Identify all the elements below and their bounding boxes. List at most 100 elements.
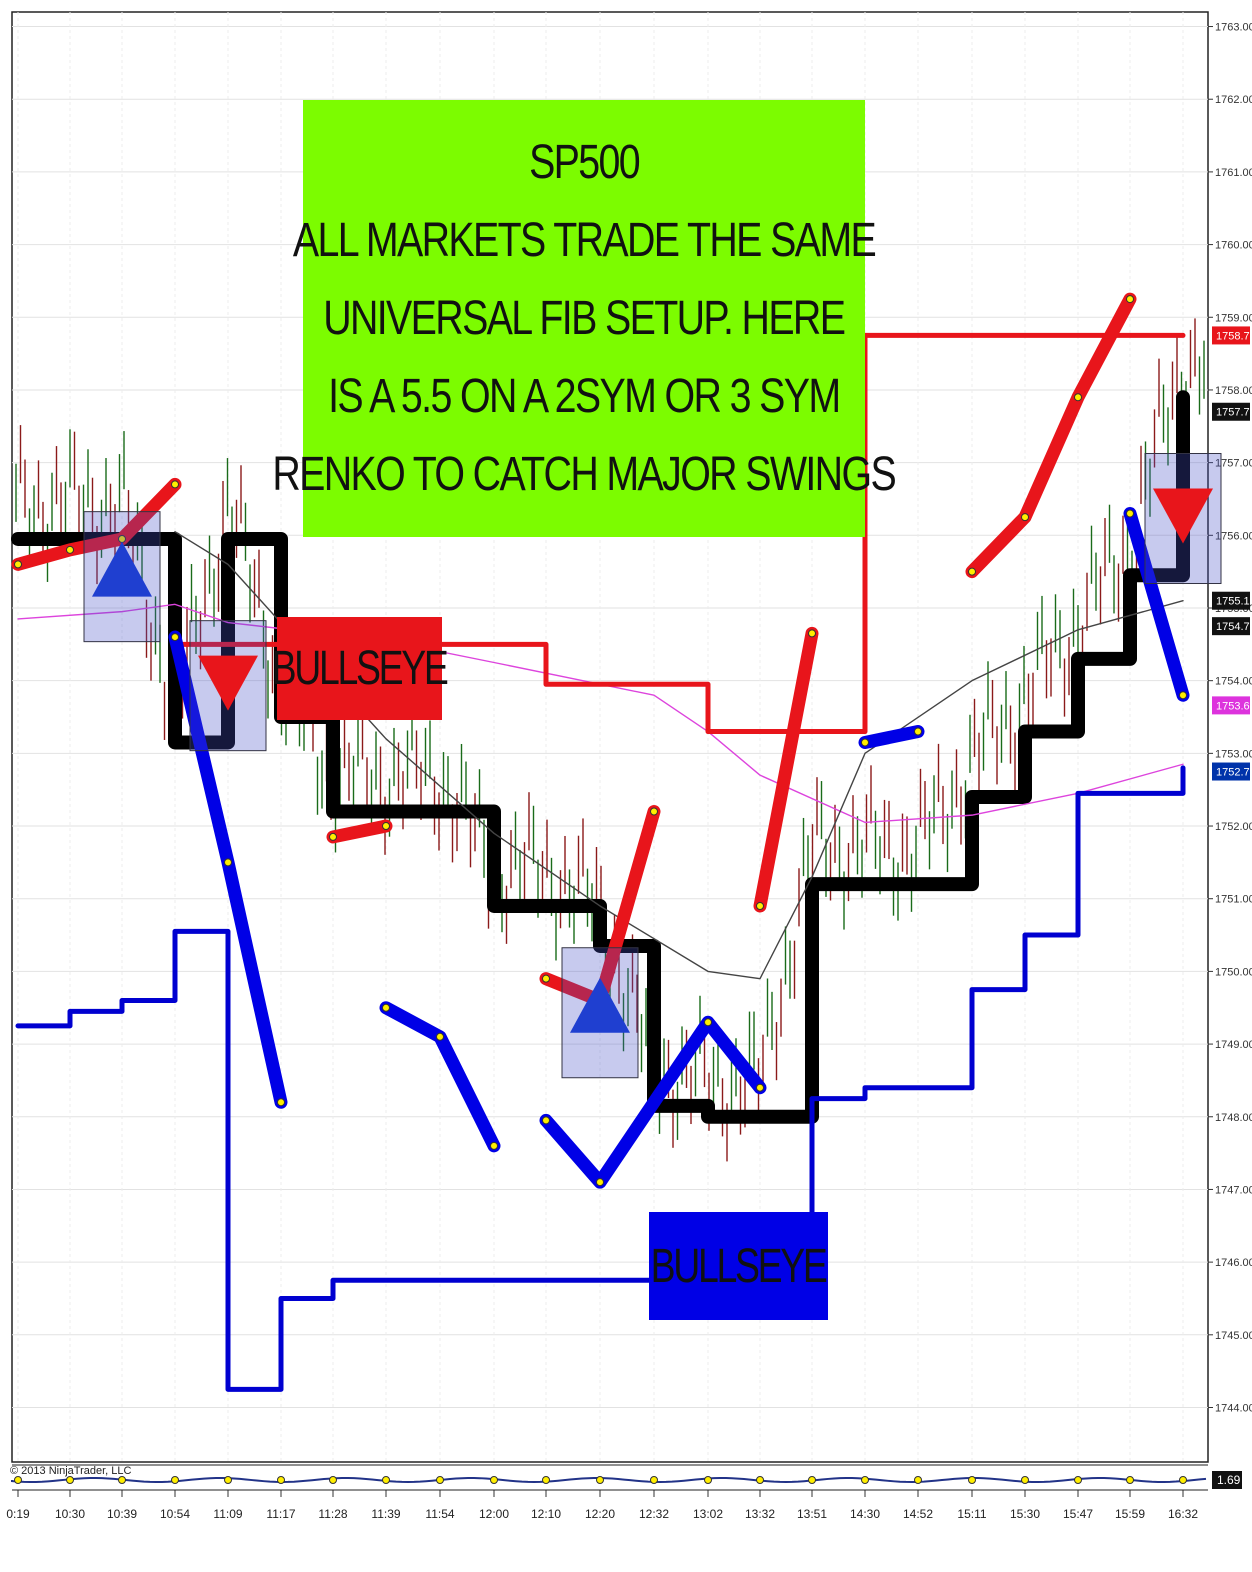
time-label: 12:32 xyxy=(639,1507,669,1521)
bullseye-blue-label: BULLSEYE xyxy=(649,1212,828,1320)
price-tick-label: 1758.00 xyxy=(1215,385,1252,397)
price-tag-label: 1754.75 xyxy=(1216,621,1252,633)
price-tag-box xyxy=(1212,326,1250,345)
buy-signal-triangle xyxy=(570,977,630,1033)
price-tick-label: 1751.00 xyxy=(1215,894,1252,906)
indicator-dot xyxy=(968,1476,976,1484)
copyright-text: © 2013 NinjaTrader, LLC xyxy=(10,1465,132,1477)
sell-signal-triangle xyxy=(1153,488,1213,544)
indicator-dot xyxy=(490,1476,498,1484)
chart-grid xyxy=(11,11,1209,1463)
price-tick-label: 1750.00 xyxy=(1215,966,1252,978)
swing-point xyxy=(277,1098,285,1107)
swing-point xyxy=(968,567,976,576)
swing-point xyxy=(66,545,74,554)
swing-point xyxy=(171,480,179,489)
indicator-dot xyxy=(542,1476,550,1484)
series-line-0 xyxy=(11,390,1190,1124)
indicator-dot xyxy=(914,1476,922,1484)
price-tick-label: 1744.00 xyxy=(1215,1402,1252,1414)
price-tick-label: 1757.00 xyxy=(1215,458,1252,470)
indicator-panel: 1.69 xyxy=(11,1464,1242,1491)
swing-point xyxy=(1074,393,1082,402)
time-label: 13:32 xyxy=(745,1507,775,1521)
price-tags: 1758.75 1757.70 1755.10 1754.75 1753.66 1752.… xyxy=(1212,326,1252,781)
annotation-line-3: UNIVERSAL FIB SETUP. HERE xyxy=(323,291,846,345)
time-label: 15:47 xyxy=(1063,1507,1093,1521)
swing-point xyxy=(650,807,658,816)
bullseye-red-label: BULLSEYE xyxy=(272,617,449,720)
time-label: 11:39 xyxy=(371,1507,400,1521)
time-label: 14:52 xyxy=(903,1507,933,1521)
annotation-line-2: ALL MARKETS TRADE THE SAME xyxy=(292,213,877,267)
indicator-dot xyxy=(224,1476,232,1484)
time-label: 15:11 xyxy=(957,1507,986,1521)
indicator-dot xyxy=(596,1476,604,1484)
price-axis: 1763.00 1762.00 1761.00 1760.00 1759.00 1758.… xyxy=(1208,22,1252,1414)
time-label: 10:54 xyxy=(160,1507,190,1521)
swing-point xyxy=(436,1032,444,1041)
swing-point xyxy=(1021,513,1029,522)
swing-point xyxy=(329,832,337,841)
swing-point xyxy=(704,1018,712,1027)
indicator-dot xyxy=(808,1476,816,1484)
time-label: 15:30 xyxy=(1010,1507,1040,1521)
price-tick-label: 1749.00 xyxy=(1215,1039,1252,1051)
price-tag-box xyxy=(1212,762,1250,781)
swing-point xyxy=(490,1141,498,1150)
time-label: 10:30 xyxy=(55,1507,85,1521)
price-tick-label: 1762.00 xyxy=(1215,94,1252,106)
time-label: 16:32 xyxy=(1168,1507,1198,1521)
series-line-14 xyxy=(1123,507,1190,702)
time-label: 13:51 xyxy=(797,1507,827,1521)
bullseye-red-text: BULLSEYE xyxy=(272,642,449,695)
price-tick-label: 1759.00 xyxy=(1215,312,1252,324)
time-label: 14:30 xyxy=(850,1507,880,1521)
indicator-dot xyxy=(329,1476,337,1484)
time-label: 10:39 xyxy=(107,1507,137,1521)
series-line-12 xyxy=(858,725,925,749)
indicator-dot xyxy=(704,1476,712,1484)
indicator-dot xyxy=(14,1476,22,1484)
price-tick-label: 1747.00 xyxy=(1215,1184,1252,1196)
swing-point xyxy=(171,633,179,642)
chart-frame xyxy=(11,11,1209,1463)
time-axis: 0:19 10:30 10:39 10:54 11:09 11:17 11:28 11:39 1… xyxy=(6,1490,1198,1521)
swing-point xyxy=(914,727,922,736)
price-tick-label: 1754.00 xyxy=(1215,676,1252,688)
series-line-11 xyxy=(753,626,819,913)
time-label: 15:59 xyxy=(1115,1507,1145,1521)
price-tick-label: 1753.00 xyxy=(1215,748,1252,760)
indicator-dot xyxy=(1074,1476,1082,1484)
signal-markers xyxy=(83,453,1222,1079)
time-label: 12:00 xyxy=(479,1507,509,1521)
indicator-dot xyxy=(171,1476,179,1484)
time-label: 12:10 xyxy=(531,1507,561,1521)
indicator-dot xyxy=(1179,1476,1187,1484)
time-label: 11:54 xyxy=(425,1507,454,1521)
annotation-line-1: SP500 xyxy=(529,135,641,189)
series-line-10 xyxy=(539,1015,767,1189)
price-tick-label: 1745.00 xyxy=(1215,1330,1252,1342)
sell-signal-triangle xyxy=(198,655,258,711)
swing-point xyxy=(382,1003,390,1012)
indicator-dot xyxy=(277,1476,285,1484)
swing-point xyxy=(756,1083,764,1092)
indicator-dot xyxy=(382,1476,390,1484)
series-line-4 xyxy=(15,765,1186,1392)
price-tick-label: 1746.00 xyxy=(1215,1257,1252,1269)
indicator-tag-box xyxy=(1212,1471,1242,1489)
indicator-dot xyxy=(118,1476,126,1484)
indicator-line xyxy=(11,1477,1207,1484)
time-label: 13:02 xyxy=(693,1507,723,1521)
indicator-dot xyxy=(650,1476,658,1484)
price-tick-label: 1752.00 xyxy=(1215,821,1252,833)
swing-point xyxy=(756,901,764,910)
indicator-dot xyxy=(756,1476,764,1484)
swing-point xyxy=(1126,509,1134,518)
price-tick-label: 1756.00 xyxy=(1215,530,1252,542)
indicator-tag-label: 1.69 xyxy=(1217,1473,1241,1487)
price-tag-box xyxy=(1212,696,1250,715)
series-line-13 xyxy=(965,292,1137,579)
swing-point xyxy=(596,1178,604,1187)
